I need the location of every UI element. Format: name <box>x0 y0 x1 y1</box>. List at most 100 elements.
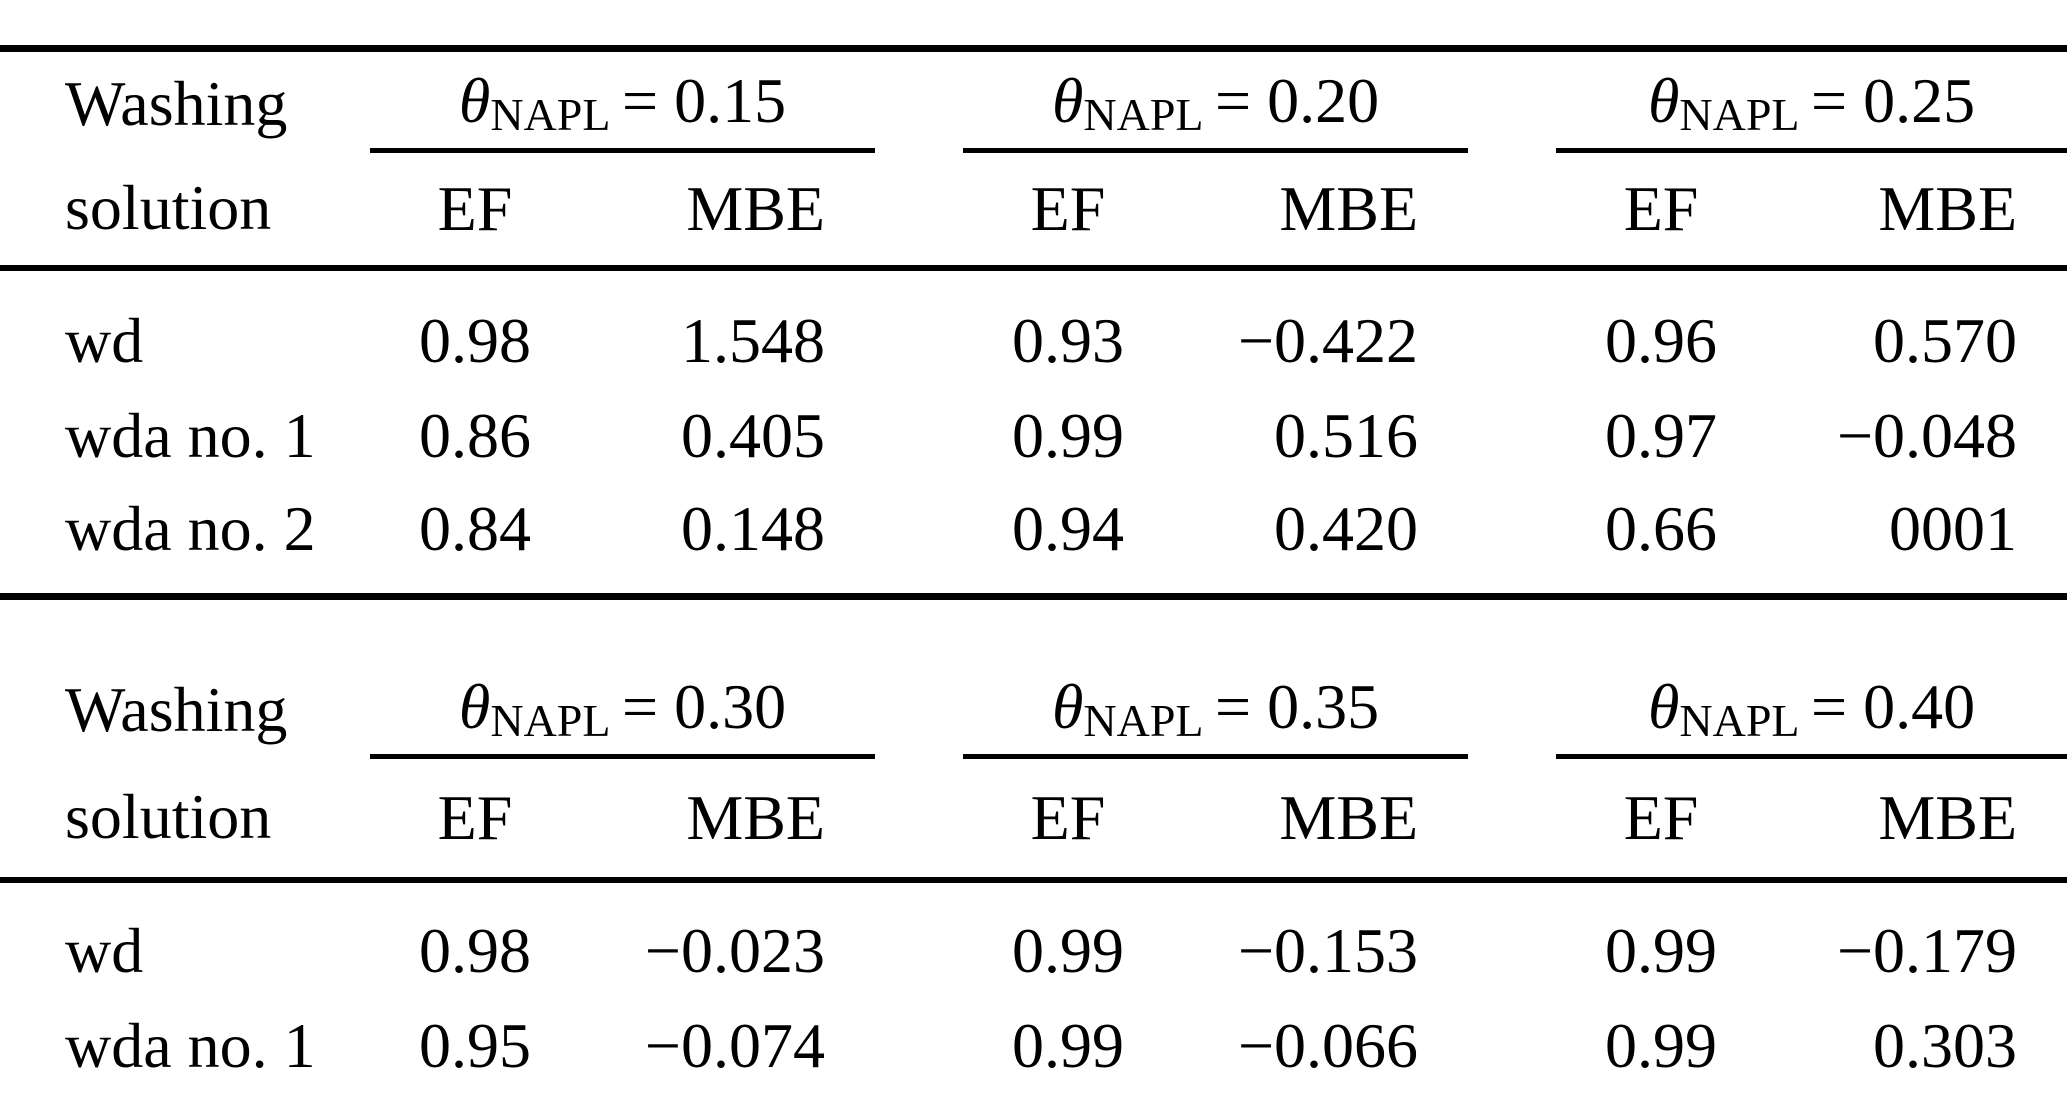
mbe-value: 0.303 <box>1873 1010 2018 1081</box>
mbe-value: 0.516 <box>1274 400 1419 471</box>
theta-subscript: NAPL <box>1083 89 1204 141</box>
theta-group-header: θNAPL = 0.40 <box>1556 600 2067 759</box>
ef-value: 0.95 <box>419 1010 531 1081</box>
mbe-value: 0.014 <box>580 1089 875 1111</box>
ef-column-header: EF <box>370 150 580 271</box>
row-label: wd <box>65 305 144 376</box>
table-row: wda no. 2 0.91 0.014 0.97 0.326 0.99 0.0… <box>0 1089 2067 1111</box>
ef-value: 0.97 <box>1605 400 1718 471</box>
ef-value: 0.86 <box>419 400 531 471</box>
theta-value: = 0.30 <box>622 671 787 742</box>
ef-value: 0.98 <box>419 915 531 986</box>
ef-column-header: EF <box>370 756 580 883</box>
mbe-value: 0.326 <box>1173 1089 1468 1111</box>
group-header-row: Washing θNAPL = 0.30 θNAPL = 0.35 θNAPL = 0… <box>0 600 2067 759</box>
column-gap <box>1468 1003 1556 1089</box>
mbe-value: −0.048 <box>1836 400 2018 471</box>
row-label: wda no. 1 <box>65 400 316 471</box>
mbe-value: 0.148 <box>681 493 826 564</box>
column-gap <box>1468 150 1557 271</box>
column-gap <box>875 479 963 597</box>
theta-value: = 0.20 <box>1215 65 1380 136</box>
ef-column-header: EF <box>1556 756 1767 883</box>
mbe-value: 0001 <box>1889 493 2018 564</box>
ef-value: 0.98 <box>419 305 531 376</box>
theta-subscript: NAPL <box>1679 695 1800 747</box>
column-gap <box>875 756 964 883</box>
theta-subscript: NAPL <box>1679 89 1800 141</box>
table-row: wda no. 1 0.86 0.405 0.99 0.516 0.97 −0.… <box>0 393 2067 479</box>
column-gap <box>1468 600 1556 757</box>
column-gap <box>875 1003 963 1089</box>
table-section-1: Washing θNAPL = 0.15 θNAPL = 0.20 θNAPL = 0… <box>0 45 2067 600</box>
mbe-value: 1.548 <box>681 305 826 376</box>
ef-value: 0.84 <box>419 493 531 564</box>
theta-value: = 0.40 <box>1811 671 1976 742</box>
mbe-value: −0.422 <box>1237 305 1419 376</box>
ef-value: 0.99 <box>1605 1010 1718 1081</box>
ef-value: 0.66 <box>1605 493 1718 564</box>
row-label: wd <box>65 915 144 986</box>
theta-group-header: θNAPL = 0.35 <box>963 600 1469 759</box>
ef-value: 0.91 <box>370 1089 580 1111</box>
mbe-column-header: MBE <box>1173 150 1469 271</box>
mbe-value: 0.405 <box>681 400 826 471</box>
theta-value: = 0.25 <box>1811 65 1976 136</box>
theta-symbol: θ <box>1051 65 1084 136</box>
theta-group-header: θNAPL = 0.30 <box>370 600 876 759</box>
ef-value: 0.99 <box>1556 1089 1766 1111</box>
ef-column-header: EF <box>1556 150 1767 271</box>
mbe-column-header: MBE <box>1173 756 1469 883</box>
table-row: wd 0.98 1.548 0.93 −0.422 0.96 0.570 <box>0 268 2067 393</box>
column-gap <box>1468 49 1556 151</box>
ef-value: 0.97 <box>963 1089 1173 1111</box>
column-gap <box>875 393 963 479</box>
ef-value: 0.99 <box>1012 915 1125 986</box>
column-gap <box>1468 1089 1556 1111</box>
column-gap <box>1468 756 1557 883</box>
theta-symbol: θ <box>1051 671 1084 742</box>
mbe-value: −0.074 <box>644 1010 826 1081</box>
column-gap <box>875 268 963 393</box>
ef-value: 0.94 <box>1012 493 1125 564</box>
theta-group-header: θNAPL = 0.20 <box>963 48 1469 153</box>
theta-symbol: θ <box>1647 65 1680 136</box>
mbe-value: −0.153 <box>1237 915 1419 986</box>
table-row: wda no. 1 0.95 −0.074 0.99 −0.066 0.99 0… <box>0 1003 2067 1089</box>
column-gap <box>875 600 963 757</box>
table-row: wda no. 2 0.84 0.148 0.94 0.420 0.66 000… <box>0 479 2067 597</box>
ef-value: 0.99 <box>1605 915 1718 986</box>
theta-symbol: θ <box>458 671 491 742</box>
theta-symbol: θ <box>1647 671 1680 742</box>
sub-header-row: solution EF MBE EF MBE EF MBE <box>0 756 2067 883</box>
row-header-line1: Washing <box>65 67 288 139</box>
group-header-row: Washing θNAPL = 0.15 θNAPL = 0.20 θNAPL = 0… <box>0 48 2067 153</box>
ef-value: 0.96 <box>1605 305 1718 376</box>
ef-value: 0.99 <box>1012 400 1125 471</box>
mbe-value: −0.066 <box>1237 1010 1419 1081</box>
column-gap <box>1468 268 1556 393</box>
mbe-column-header: MBE <box>1766 150 2067 271</box>
column-gap <box>1468 393 1556 479</box>
theta-subscript: NAPL <box>1083 695 1204 747</box>
mbe-value: 0.420 <box>1274 493 1419 564</box>
mbe-column-header: MBE <box>580 150 876 271</box>
theta-subscript: NAPL <box>490 89 611 141</box>
column-gap <box>875 1089 963 1111</box>
column-gap <box>875 150 964 271</box>
theta-subscript: NAPL <box>490 695 611 747</box>
row-label: wda no. 2 <box>0 1089 370 1111</box>
mbe-column-header: MBE <box>1766 756 2067 883</box>
row-label: wda no. 2 <box>65 493 316 564</box>
ef-column-header: EF <box>963 150 1174 271</box>
column-gap <box>1468 880 1556 1003</box>
row-header-line1: Washing <box>65 673 288 745</box>
row-label: wda no. 1 <box>65 1010 316 1081</box>
mbe-value: 0.019 <box>1766 1089 2067 1111</box>
table-row: wd 0.98 −0.023 0.99 −0.153 0.99 −0.179 <box>0 880 2067 1003</box>
theta-value: = 0.15 <box>622 65 787 136</box>
mbe-column-header: MBE <box>580 756 876 883</box>
theta-group-header: θNAPL = 0.25 <box>1556 48 2067 153</box>
ef-value: 0.99 <box>1012 1010 1125 1081</box>
